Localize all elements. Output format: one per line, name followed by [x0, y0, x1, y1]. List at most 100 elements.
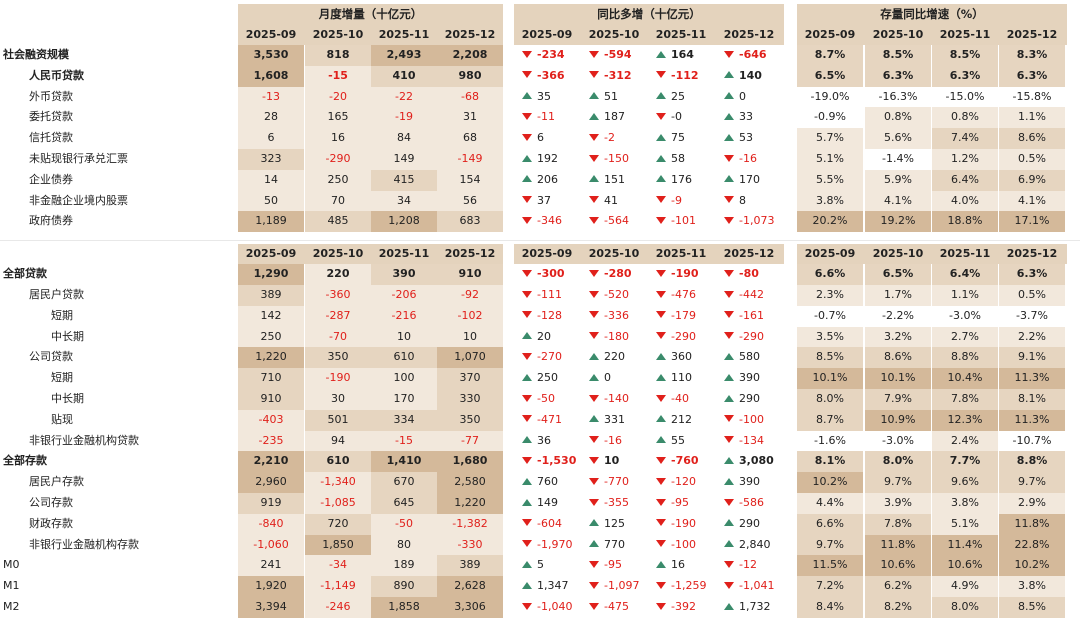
down-arrow-icon	[589, 477, 599, 485]
yoy-value: -1,530	[514, 451, 582, 472]
yoy-number: 206	[537, 172, 558, 186]
growth-value: -0.7%	[797, 305, 863, 327]
yoy-number: 151	[604, 172, 625, 186]
yoy-value: -770	[581, 472, 649, 493]
growth-value: 5.6%	[865, 128, 931, 149]
yoy-number: -12	[739, 558, 757, 572]
monthly-value: 1,608	[238, 65, 304, 87]
monthly-value: 6	[238, 128, 304, 149]
monthly-value: 818	[305, 45, 371, 66]
yoy-number: 0	[604, 371, 611, 385]
monthly-value: 154	[437, 169, 503, 191]
down-arrow-icon	[724, 216, 734, 224]
yoy-number: -355	[604, 496, 629, 509]
yoy-value: 390	[716, 472, 784, 493]
yoy-value: -11	[514, 107, 582, 128]
yoy-value: 149	[514, 493, 582, 514]
column-header-bar-monthly	[238, 244, 503, 265]
yoy-value: 360	[648, 347, 716, 368]
yoy-value: 10	[581, 451, 649, 472]
yoy-value: 331	[581, 410, 649, 431]
yoy-number: -80	[739, 267, 759, 281]
down-arrow-icon	[522, 352, 532, 360]
growth-value: 9.6%	[932, 472, 998, 493]
up-arrow-icon	[522, 332, 532, 340]
yoy-value: -475	[581, 597, 649, 618]
yoy-value: -1,041	[716, 576, 784, 597]
yoy-number: 3,080	[739, 454, 774, 468]
up-arrow-icon	[589, 373, 599, 381]
yoy-number: -270	[537, 350, 562, 364]
monthly-value: 70	[305, 190, 371, 212]
monthly-value: 10	[437, 326, 503, 348]
monthly-value: 165	[305, 107, 371, 129]
yoy-number: 770	[604, 537, 625, 551]
up-arrow-icon	[522, 175, 532, 183]
down-arrow-icon	[589, 269, 599, 277]
column-header-growth-2025-09: 2025-09	[804, 28, 856, 41]
up-arrow-icon	[724, 519, 734, 527]
monthly-value: 350	[437, 409, 503, 431]
down-arrow-icon	[656, 581, 666, 589]
yoy-value: -346	[514, 211, 582, 232]
yoy-value: -95	[581, 555, 649, 576]
column-header-bar-yoy	[514, 244, 784, 265]
yoy-number: -594	[604, 48, 632, 61]
yoy-number: -760	[671, 454, 699, 468]
down-arrow-icon	[522, 50, 532, 58]
up-arrow-icon	[724, 92, 734, 100]
up-arrow-icon	[589, 519, 599, 527]
monthly-value: 50	[238, 190, 304, 212]
yoy-value: -180	[581, 327, 649, 348]
down-arrow-icon	[589, 71, 599, 79]
up-arrow-icon	[656, 92, 666, 100]
yoy-number: 41	[604, 193, 618, 207]
down-arrow-icon	[522, 216, 532, 224]
down-arrow-icon	[589, 602, 599, 610]
row-label: 全部贷款	[3, 267, 47, 281]
monthly-value: 330	[437, 389, 503, 410]
yoy-value: 53	[716, 128, 784, 149]
column-header-bar-monthly	[238, 25, 503, 45]
table-row: 中长期 250 -70 10 10 20 -180 -290 -290 3.5% 3.2% 2.7% 2…	[0, 326, 1080, 348]
column-header-monthly-2025-09: 2025-09	[245, 247, 297, 261]
growth-value: 7.8%	[865, 513, 931, 535]
growth-value: 8.5%	[865, 45, 931, 66]
yoy-value: 2,840	[716, 535, 784, 556]
down-arrow-icon	[656, 71, 666, 79]
yoy-value: 212	[648, 410, 716, 431]
growth-value: 6.6%	[797, 264, 863, 285]
down-arrow-icon	[656, 112, 666, 120]
down-arrow-icon	[724, 332, 734, 340]
row-label: 财政存款	[29, 516, 73, 530]
growth-value: 11.5%	[797, 555, 863, 577]
yoy-value: 55	[648, 431, 716, 452]
monthly-value: 84	[371, 128, 437, 149]
growth-value: 4.9%	[932, 576, 998, 597]
monthly-value: 142	[238, 305, 304, 327]
row-label: 社会融资规模	[3, 48, 69, 61]
yoy-number: -134	[739, 433, 764, 447]
yoy-number: -1,073	[739, 214, 775, 228]
monthly-value: 34	[371, 190, 437, 212]
monthly-value: 28	[238, 107, 304, 129]
yoy-value: -140	[581, 389, 649, 410]
growth-value: 3.8%	[932, 493, 998, 514]
yoy-number: -40	[671, 392, 689, 405]
up-arrow-icon	[656, 436, 666, 444]
down-arrow-icon	[589, 456, 599, 464]
row-label: 非银行业金融机构存款	[29, 537, 139, 551]
down-arrow-icon	[589, 216, 599, 224]
column-header-monthly-2025-10: 2025-10	[312, 247, 364, 261]
yoy-value: -280	[581, 264, 649, 285]
monthly-value: 1,410	[371, 451, 437, 473]
yoy-value: 770	[581, 535, 649, 556]
monthly-value: 720	[305, 513, 371, 535]
column-header-growth-2025-12: 2025-12	[1006, 247, 1058, 261]
growth-value: 3.8%	[999, 576, 1065, 597]
yoy-number: -95	[604, 558, 622, 572]
monthly-value: -1,085	[305, 493, 371, 514]
yoy-number: 187	[604, 110, 625, 124]
up-arrow-icon	[589, 112, 599, 120]
table-row: 居民户存款 2,960 -1,340 670 2,580 760 -770 -120 390 10…	[0, 472, 1080, 493]
